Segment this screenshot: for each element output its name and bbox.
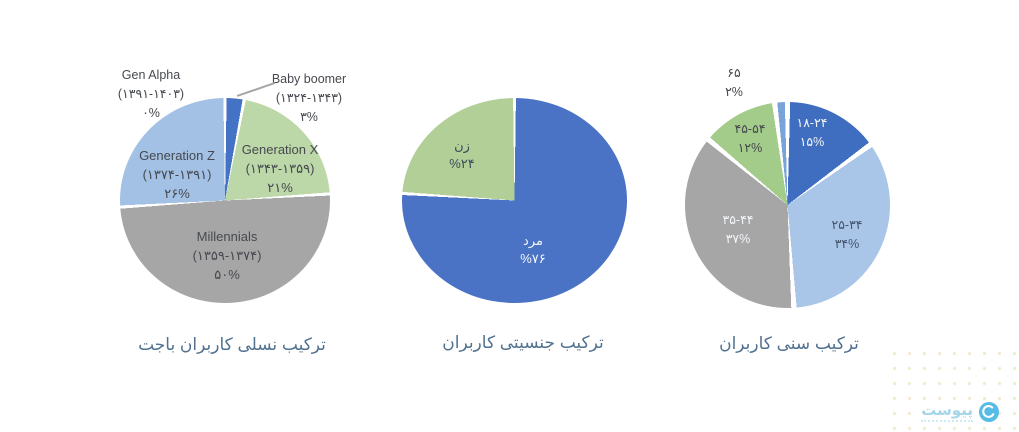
slice-name: Generation Z: [139, 148, 215, 163]
slice-percent: ۰%: [142, 106, 160, 120]
slice-label-age-65: ۶۵ ۲%: [725, 64, 743, 102]
generation-pie-chart: [120, 98, 330, 303]
slice-range: (۱۳۹۱-۱۴۰۳): [117, 87, 185, 101]
slice-label-gen-alpha: Gen Alpha (۱۳۹۱-۱۴۰۳) ۰%: [118, 66, 184, 123]
slice-percent: ۱۲%: [737, 141, 763, 155]
slice-name: ۳۵-۴۴: [722, 213, 754, 227]
slice-percent: ۵۰%: [214, 267, 240, 282]
peivast-logo-icon: [979, 402, 999, 422]
slice-percent: ۲۶%: [164, 186, 190, 201]
slice-percent: ۳۷%: [725, 232, 751, 246]
slice-label-women: زن %۲۴: [449, 137, 475, 173]
slice-percent: ۲۱%: [267, 180, 293, 195]
slice-range: (۱۳۷۴-۱۳۹۱): [142, 167, 212, 182]
slice-name: ۴۵-۵۴: [734, 122, 766, 136]
slice-label-age-18-24: ۱۸-۲۴ ۱۵%: [796, 114, 827, 152]
slice-name: ۶۵: [727, 66, 741, 80]
baby-boomer-leader-line: [236, 82, 276, 97]
age-pie-chart: [685, 102, 890, 308]
chart-title-gender: ترکیب جنسیتی کاربران: [442, 333, 604, 352]
watermark-logo: پیوست: [921, 402, 999, 422]
slice-range: (۱۳۵۹-۱۳۷۴): [192, 248, 262, 263]
slice-label-age-35-44: ۳۵-۴۴ ۳۷%: [722, 211, 753, 249]
slice-name: مرد: [523, 233, 543, 248]
watermark-brand-text: پیوست: [921, 403, 973, 422]
slice-percent: ۳۴%: [834, 237, 860, 251]
slice-label-generation-z: Generation Z (۱۳۷۴-۱۳۹۱) ۲۶%: [139, 146, 215, 203]
slice-name: Millennials: [196, 229, 258, 244]
slice-name: Gen Alpha: [121, 68, 181, 82]
chart-title-age: ترکیب سنی کاربران: [719, 334, 859, 353]
chart-title-generation: ترکیب نسلی کاربران باجت: [138, 335, 326, 354]
slice-name: زن: [454, 138, 470, 153]
slice-percent: ۲%: [725, 85, 743, 99]
slice-percent: %۲۴: [449, 156, 475, 171]
slice-label-baby-boomer: Baby boomer (۱۳۲۴-۱۳۴۳) ۳%: [272, 70, 346, 127]
slice-range: (۱۳۲۴-۱۳۴۳): [275, 91, 343, 105]
slice-label-men: مرد %۷۶: [520, 232, 546, 268]
slice-name: Baby boomer: [271, 72, 347, 86]
slice-range: (۱۳۴۳-۱۳۵۹): [245, 161, 315, 176]
slice-percent: ۱۵%: [799, 135, 825, 149]
slice-name: Generation X: [241, 142, 319, 157]
slice-label-millennials: Millennials (۱۳۵۹-۱۳۷۴) ۵۰%: [193, 227, 262, 284]
slice-label-generation-x: Generation X (۱۳۴۳-۱۳۵۹) ۲۱%: [242, 140, 319, 197]
slice-name: ۱۸-۲۴: [796, 116, 828, 130]
slice-percent: ۳%: [300, 110, 318, 124]
slice-label-age-25-34: ۲۵-۳۴ ۳۴%: [831, 216, 862, 254]
slice-percent: %۷۶: [520, 251, 546, 266]
slice-name: ۲۵-۳۴: [831, 218, 863, 232]
slice-label-age-45-54: ۴۵-۵۴ ۱۲%: [734, 120, 765, 158]
gender-pie-chart: [402, 98, 627, 303]
